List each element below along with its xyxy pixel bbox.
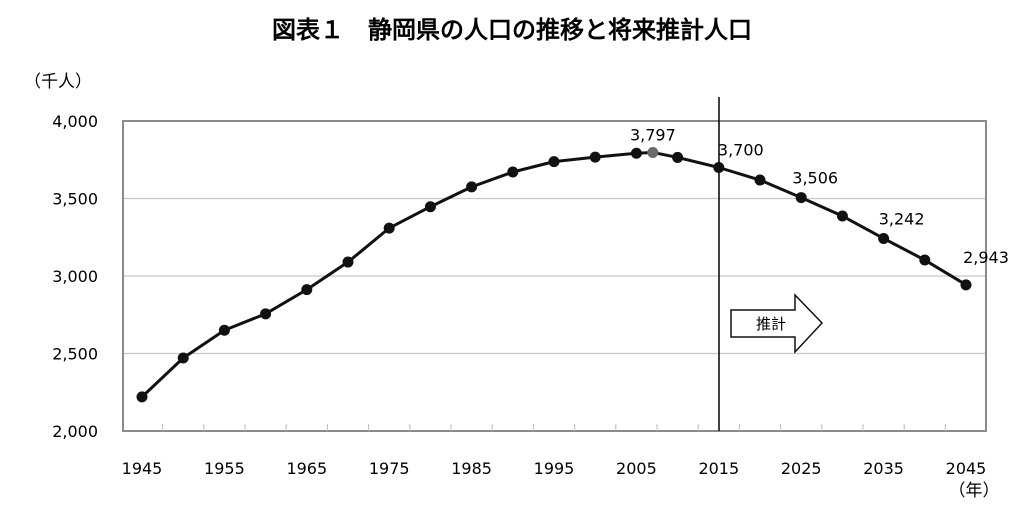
data-point — [301, 284, 313, 296]
y-axis-tick-labels: 2,000 2,500 3,000 3,500 4,000 — [52, 112, 98, 441]
x-axis-ticks — [162, 424, 946, 431]
data-point — [466, 181, 478, 193]
data-point — [589, 151, 601, 163]
arrow-right-icon — [730, 293, 824, 354]
y-axis-unit-label: （千人） — [24, 72, 92, 92]
data-point — [713, 162, 725, 173]
data-point — [647, 146, 659, 158]
x-tick-label: 2035 — [863, 459, 904, 478]
x-tick-label: 1955 — [204, 459, 245, 478]
data-point — [878, 232, 890, 244]
data-point — [960, 279, 972, 291]
data-point — [342, 256, 354, 268]
data-points — [136, 146, 972, 403]
x-axis-tick-labels: 1945 1955 1965 1975 1985 1995 2005 2015 2025 2035… — [122, 459, 987, 478]
projection-label: 推計 — [756, 315, 786, 333]
x-tick-label: 1965 — [286, 459, 327, 478]
y-tick-label: 2,000 — [52, 422, 98, 441]
data-point — [795, 192, 807, 204]
x-tick-label: 1975 — [369, 459, 410, 478]
data-point — [260, 308, 272, 320]
data-label: 3,700 — [718, 141, 764, 160]
x-axis-unit-label: （年） — [949, 481, 1000, 501]
data-labels: 3,797 3,700 3,506 3,242 2,943 — [630, 125, 1009, 266]
y-tick-label: 3,500 — [52, 190, 98, 209]
data-point — [548, 156, 560, 168]
data-label: 3,506 — [792, 169, 838, 188]
data-point — [672, 151, 684, 163]
gridlines — [123, 197, 986, 355]
data-point — [919, 254, 931, 266]
x-tick-label: 2045 — [946, 459, 987, 478]
y-tick-label: 4,000 — [52, 112, 98, 131]
data-point — [507, 166, 519, 178]
data-point — [424, 201, 436, 213]
projection-arrow: 推計 — [730, 293, 824, 354]
x-tick-label: 1995 — [534, 459, 575, 478]
data-point — [754, 174, 766, 186]
y-tick-label: 2,500 — [52, 345, 98, 364]
data-label: 3,797 — [630, 125, 676, 144]
x-tick-label: 1945 — [122, 459, 163, 478]
x-tick-label: 2015 — [698, 459, 739, 478]
x-tick-label: 2025 — [781, 459, 822, 478]
data-point — [136, 391, 148, 403]
data-label: 2,943 — [963, 248, 1009, 267]
population-line — [140, 150, 967, 398]
data-point — [218, 324, 230, 336]
chart-title: 図表１ 静岡県の人口の推移と将来推計人口 — [272, 16, 752, 44]
data-point — [177, 352, 189, 364]
data-label: 3,242 — [879, 209, 925, 228]
x-tick-label: 2005 — [616, 459, 657, 478]
y-tick-label: 3,000 — [52, 267, 98, 286]
plot-area-frame — [122, 120, 987, 432]
data-point — [836, 210, 848, 222]
data-point — [630, 147, 642, 159]
data-point — [383, 222, 395, 234]
x-tick-label: 1985 — [451, 459, 492, 478]
